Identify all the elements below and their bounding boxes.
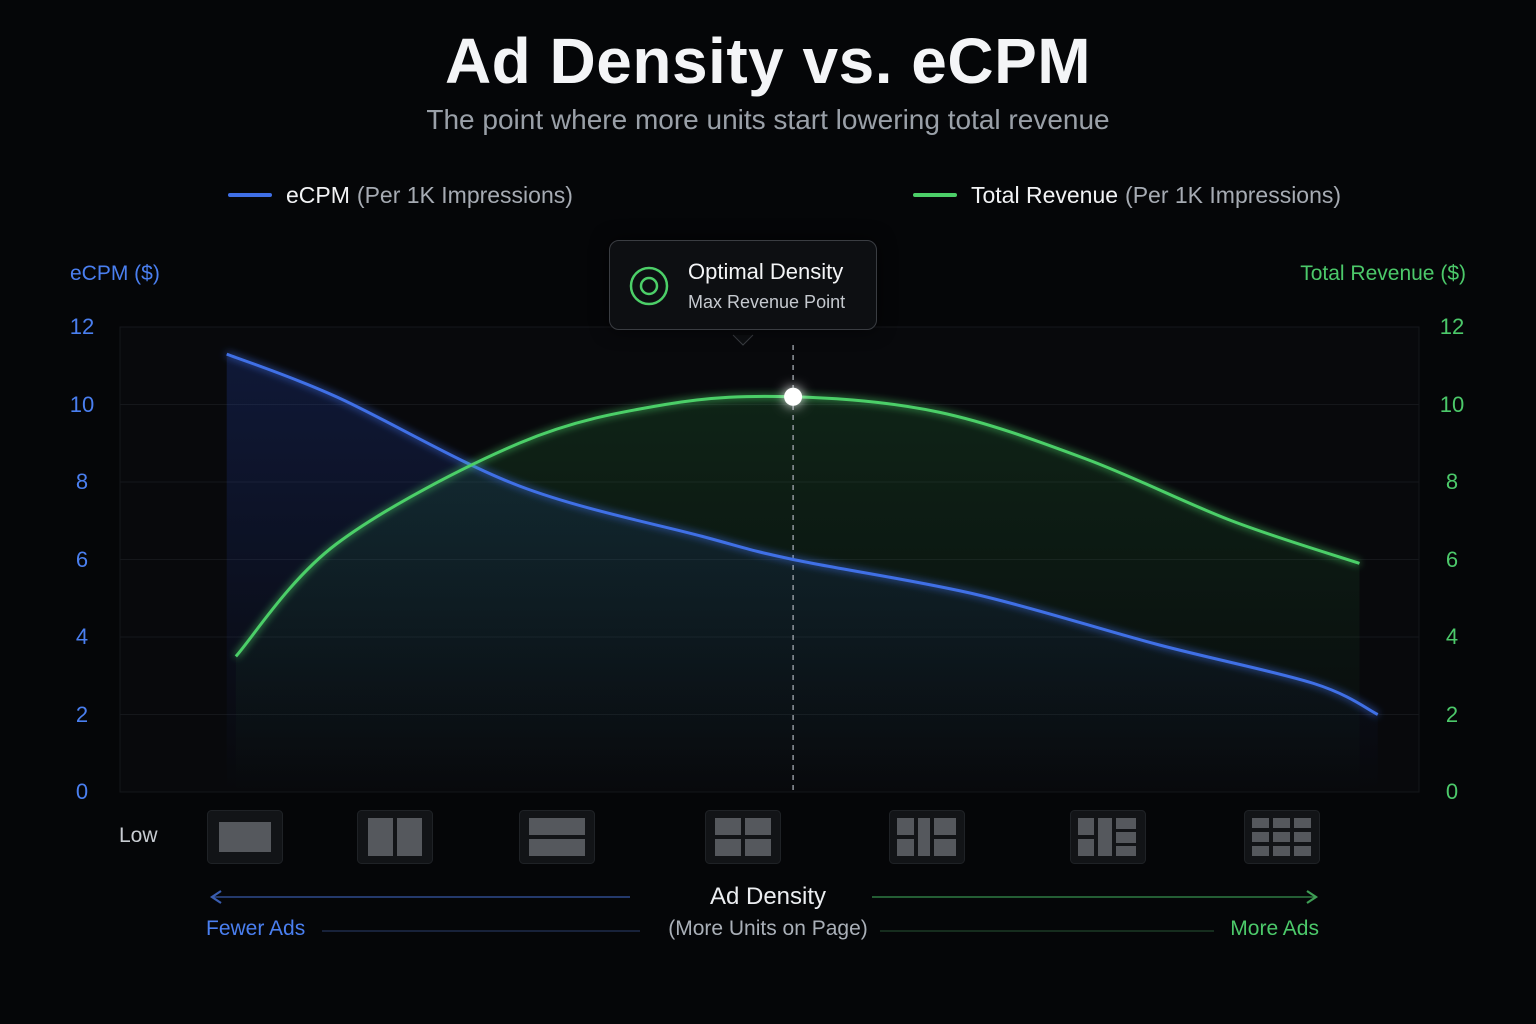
y-right-tick-label: 4 bbox=[1445, 624, 1459, 649]
legend-revenue-name: Total Revenue bbox=[971, 181, 1119, 208]
mixed-grid-ads-icon bbox=[1070, 810, 1146, 864]
y-right-tick-label: 0 bbox=[1445, 779, 1459, 804]
optimal-point[interactable] bbox=[784, 387, 803, 406]
ecpm-line bbox=[226, 352, 1379, 716]
y-left-tick-label: 0 bbox=[75, 779, 89, 804]
more-ads-label: More Ads bbox=[1230, 917, 1319, 940]
y-left-tick-label: 8 bbox=[75, 469, 89, 494]
four-grid-ads-icon bbox=[705, 810, 781, 864]
tooltip-title: Optimal Density bbox=[688, 259, 844, 284]
legend-revenue-unit: (Per 1K Impressions) bbox=[1125, 181, 1342, 208]
two-row-ads-icon bbox=[519, 810, 595, 864]
legend-ecpm-unit: (Per 1K Impressions) bbox=[356, 181, 573, 208]
y-left-tick-label: 4 bbox=[75, 624, 89, 649]
y-left-tick-label: 6 bbox=[75, 546, 89, 572]
legend-revenue: Total Revenue (Per 1K Impressions) bbox=[913, 180, 1341, 210]
single-ad-icon bbox=[207, 810, 283, 864]
chart-title: Ad Density vs. eCPM bbox=[444, 25, 1092, 97]
y-left-tick-label: 2 bbox=[75, 701, 89, 727]
y-right-tick-label: 2 bbox=[1445, 701, 1459, 727]
density-low-label: Low bbox=[119, 824, 158, 847]
revenue-area bbox=[235, 396, 1360, 792]
x-axis-subtitle: (More Units on Page) bbox=[668, 917, 868, 940]
y-right-tick-label: 8 bbox=[1445, 469, 1459, 494]
tooltip-subtitle: Max Revenue Point bbox=[688, 292, 846, 312]
tooltip-pointer bbox=[732, 334, 754, 346]
chart-subtitle: The point where more units start lowerin… bbox=[426, 104, 1110, 135]
legend-ecpm-name: eCPM bbox=[286, 181, 350, 208]
y-right-tick-label: 10 bbox=[1439, 391, 1465, 417]
y-left-tick-label: 12 bbox=[69, 314, 95, 339]
legend-ecpm-swatch bbox=[228, 193, 272, 197]
nine-grid-ads-icon bbox=[1244, 810, 1320, 864]
two-column-ads-icon bbox=[357, 810, 433, 864]
target-icon bbox=[629, 266, 669, 306]
y-right-tick-label: 6 bbox=[1445, 546, 1459, 572]
y-axis-right-title: Total Revenue ($) bbox=[1300, 262, 1466, 285]
legend-ecpm: eCPM (Per 1K Impressions) bbox=[228, 180, 573, 210]
six-grid-ads-icon bbox=[889, 810, 965, 864]
y-left-tick-label: 10 bbox=[69, 391, 95, 417]
fewer-ads-label: Fewer Ads bbox=[206, 917, 306, 940]
x-axis-title: Ad Density bbox=[709, 883, 827, 910]
legend-revenue-swatch bbox=[913, 193, 957, 197]
y-axis-left-title: eCPM ($) bbox=[70, 262, 160, 285]
optimal-density-tooltip: Optimal Density Max Revenue Point bbox=[609, 240, 877, 330]
y-right-tick-label: 12 bbox=[1439, 314, 1465, 339]
